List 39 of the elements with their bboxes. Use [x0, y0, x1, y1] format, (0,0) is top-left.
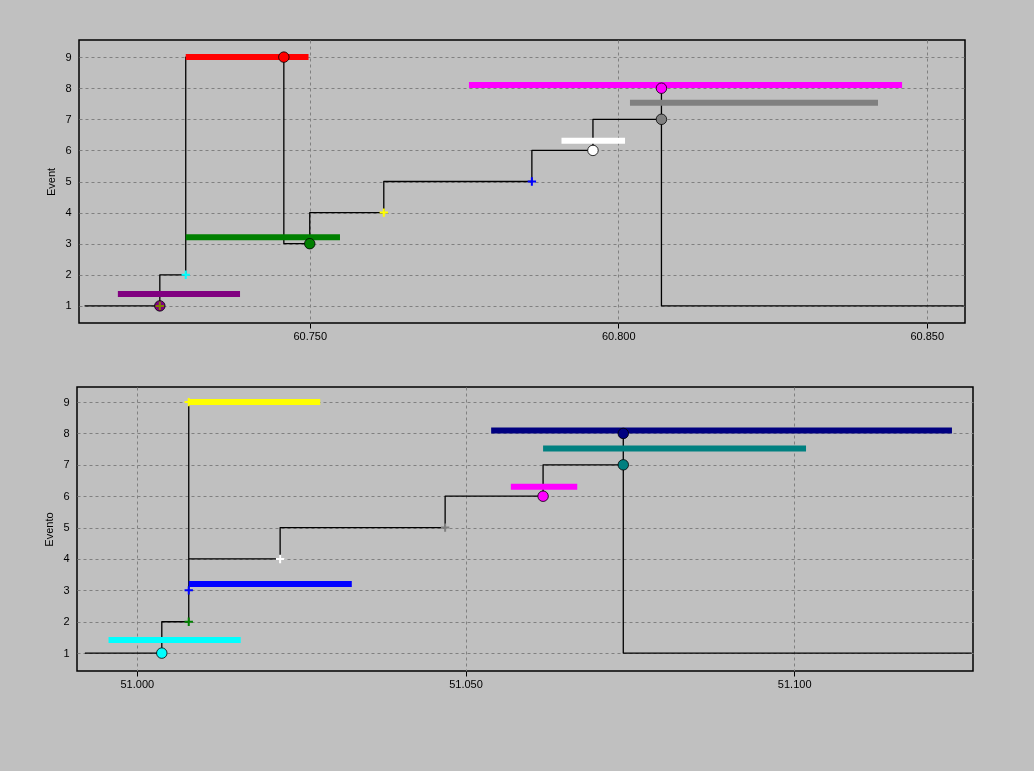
y-tick-label: 7 [65, 112, 72, 125]
y-tick-label: 1 [65, 299, 72, 312]
y-tick-label: 5 [65, 175, 72, 187]
point [537, 490, 549, 502]
y-tick-label: 4 [65, 206, 72, 219]
y-axis-title: Event [45, 167, 58, 197]
y-tick-label: 9 [63, 395, 70, 408]
y-tick-label: 2 [65, 268, 72, 281]
point [617, 427, 629, 440]
x-tick-label: 60.800 [601, 329, 636, 342]
point [655, 113, 668, 125]
point [304, 238, 316, 250]
y-tick-label: 6 [65, 143, 72, 156]
point [183, 585, 194, 596]
point [439, 522, 451, 533]
y-tick-label: 1 [63, 646, 70, 659]
y-tick-label: 8 [63, 426, 70, 439]
x-tick-label: 51.100 [777, 677, 812, 690]
point [278, 51, 290, 63]
y-tick-label: 4 [63, 552, 70, 565]
x-tick-label: 51.000 [120, 677, 155, 690]
y-tick-label: 2 [63, 615, 70, 628]
y-axis-title: Evento [43, 512, 56, 547]
x-tick-label: 51.050 [449, 677, 483, 690]
point [378, 207, 389, 218]
point [587, 144, 599, 157]
y-tick-label: 5 [63, 521, 70, 534]
y-tick-label: 6 [63, 489, 70, 502]
y-tick-label: 3 [63, 583, 70, 596]
point [156, 647, 168, 659]
x-tick-label: 60.750 [293, 329, 328, 342]
point [617, 459, 629, 471]
y-tick-label: 3 [65, 237, 72, 250]
y-tick-label: 9 [65, 50, 72, 63]
y-tick-label: 7 [63, 458, 70, 471]
x-tick-label: 60.850 [910, 329, 945, 342]
point [655, 82, 668, 94]
point [526, 176, 538, 187]
y-tick-label: 8 [65, 81, 72, 94]
